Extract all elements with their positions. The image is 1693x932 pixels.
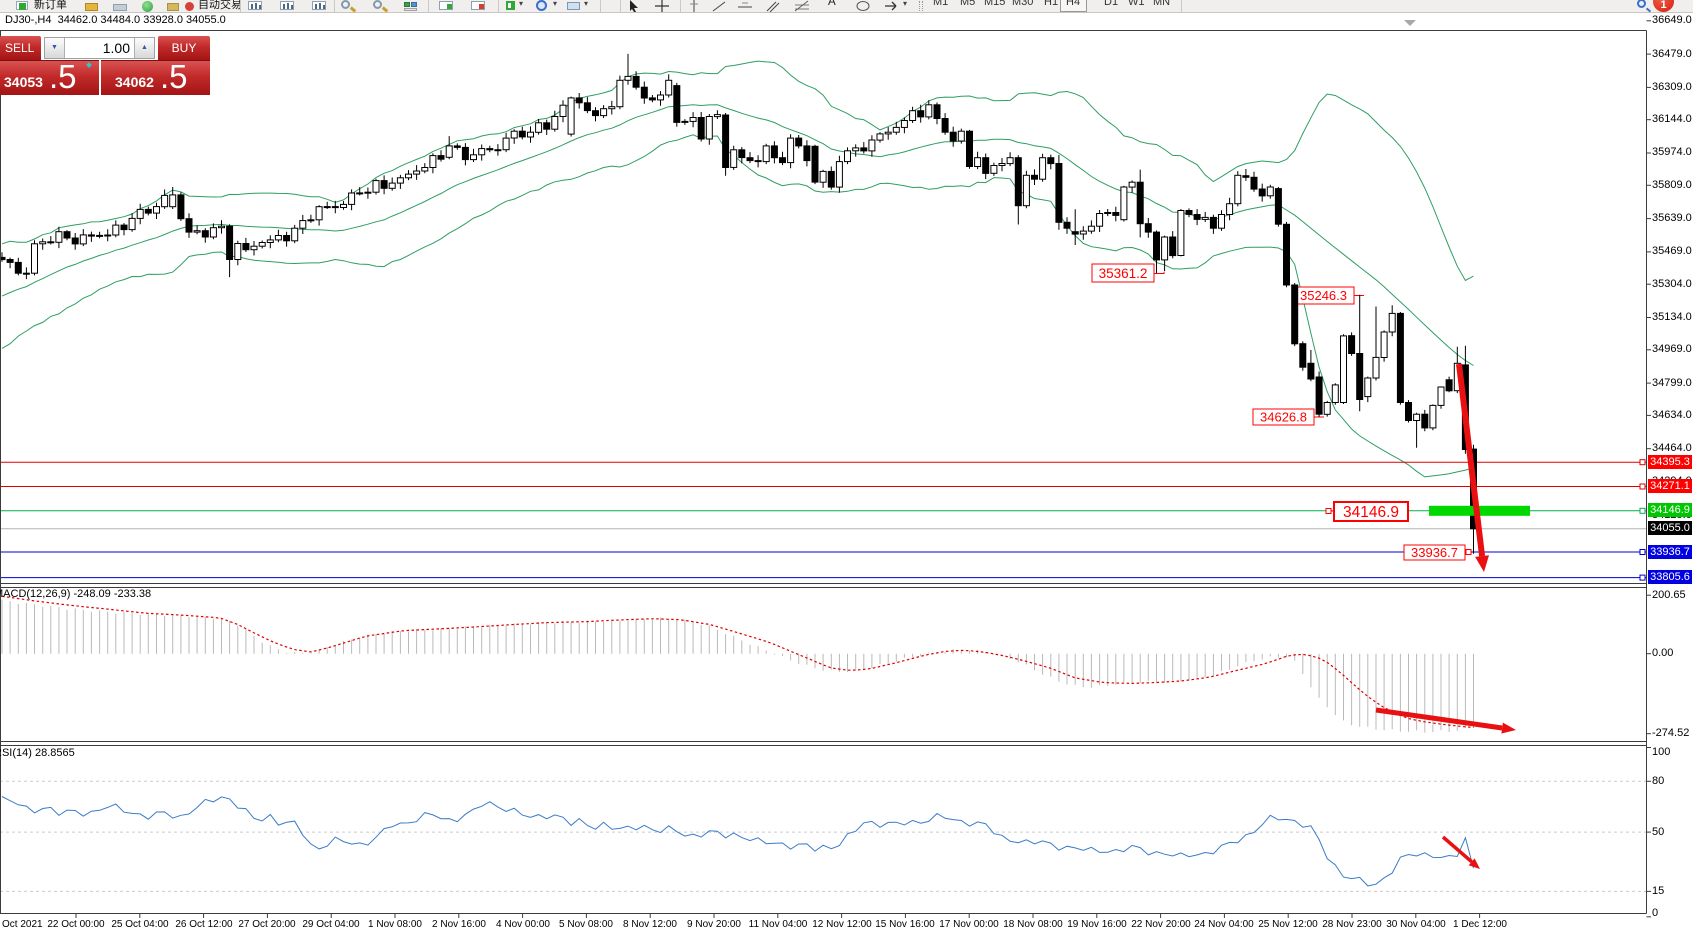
svg-text:34626.8: 34626.8: [1260, 410, 1307, 425]
svg-text:35361.2: 35361.2: [1099, 266, 1148, 281]
svg-text:34146.9: 34146.9: [1343, 504, 1399, 521]
svg-text:35246.3: 35246.3: [1300, 288, 1347, 303]
svg-text:33936.7: 33936.7: [1411, 545, 1458, 560]
